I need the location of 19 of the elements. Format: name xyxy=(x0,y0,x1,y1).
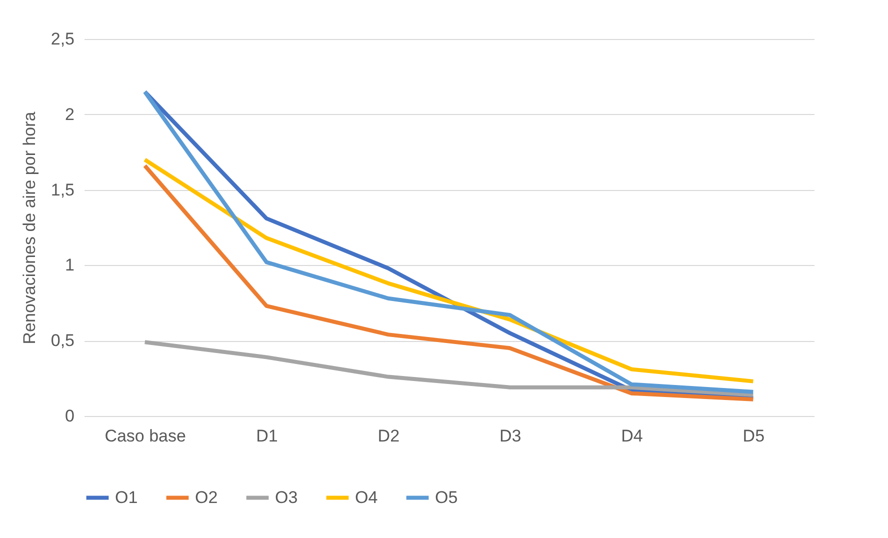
x-tick-label: D1 xyxy=(256,426,278,446)
x-tick-label: D3 xyxy=(499,426,522,446)
legend-label: O5 xyxy=(435,488,458,507)
y-tick-label: 0,5 xyxy=(50,331,74,350)
x-tick-label: D5 xyxy=(742,426,765,446)
x-tick-label: D4 xyxy=(621,426,643,446)
line-series xyxy=(142,340,756,397)
x-tick-label: D2 xyxy=(378,426,400,446)
y-tick-label: 2,5 xyxy=(50,30,74,48)
y-axis-title: Renovaciones de aire por hora xyxy=(20,111,39,344)
legend-label: O2 xyxy=(195,488,218,507)
y-tick-label: 1 xyxy=(65,256,74,275)
y-tick-label: 2 xyxy=(65,104,74,124)
legend-label: O3 xyxy=(275,488,298,507)
legend-label: O1 xyxy=(115,488,138,507)
legend-label: O4 xyxy=(355,488,378,507)
y-tick-label: 0 xyxy=(65,406,74,426)
y-tick-label: 1,5 xyxy=(50,180,74,200)
x-tick-label: Caso base xyxy=(104,426,186,446)
